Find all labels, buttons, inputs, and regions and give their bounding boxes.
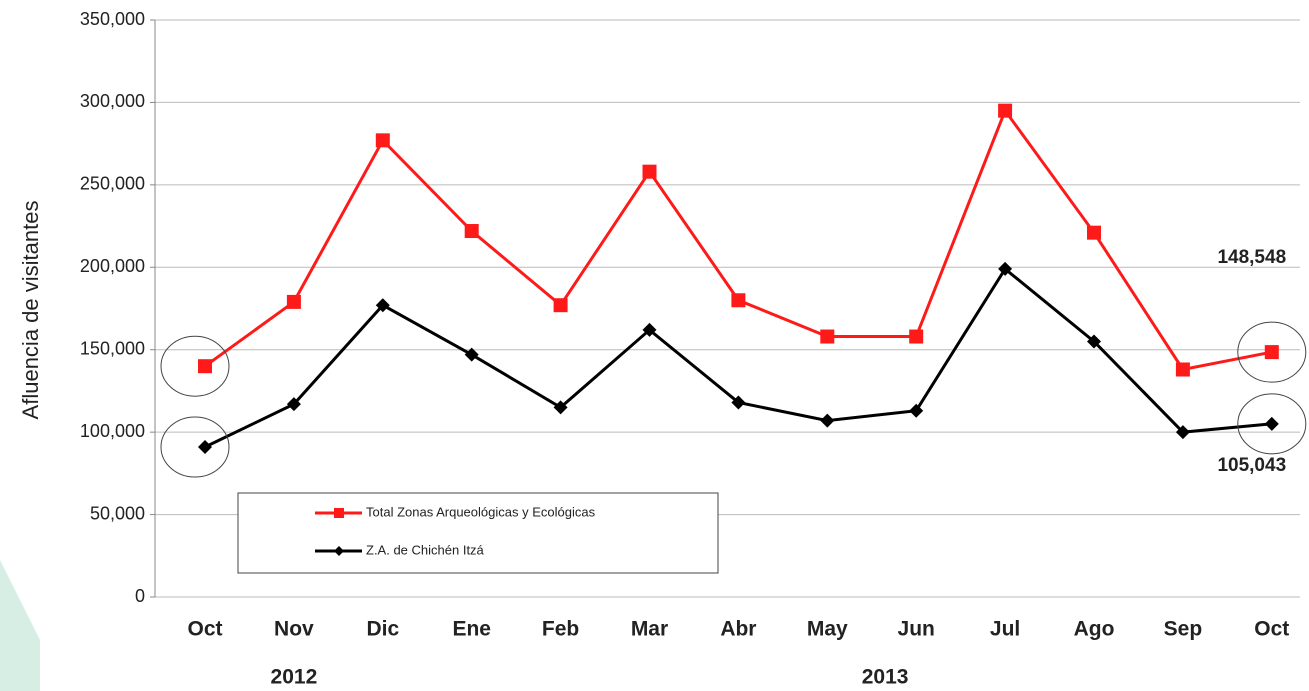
x-group-label: 2012 bbox=[271, 666, 318, 689]
point bbox=[820, 413, 835, 428]
data-label: 105,043 bbox=[1217, 455, 1286, 476]
x-tick-label: Ago bbox=[1074, 618, 1115, 641]
series-line bbox=[204, 107, 1273, 372]
y-tick-label: 50,000 bbox=[90, 503, 145, 523]
y-tick-label: 250,000 bbox=[80, 174, 145, 194]
x-tick-label: Feb bbox=[542, 618, 579, 641]
y-tick-label: 0 bbox=[135, 586, 145, 606]
x-tick-label: Abr bbox=[720, 618, 756, 641]
point bbox=[642, 164, 657, 179]
point bbox=[1175, 425, 1190, 440]
point bbox=[1175, 362, 1190, 377]
highlight-circle bbox=[160, 416, 230, 478]
point bbox=[909, 329, 924, 344]
point bbox=[642, 322, 657, 337]
point bbox=[198, 359, 212, 374]
legend-marker bbox=[334, 508, 344, 518]
point bbox=[731, 395, 746, 410]
point bbox=[464, 224, 479, 239]
highlight-circle bbox=[1237, 321, 1307, 383]
data-label: 148,548 bbox=[1217, 247, 1286, 268]
point bbox=[1087, 225, 1101, 240]
y-tick-label: 200,000 bbox=[80, 256, 145, 276]
legend-label: Total Zonas Arqueológicas y Ecológicas bbox=[366, 504, 596, 519]
point bbox=[286, 294, 301, 309]
point bbox=[375, 298, 390, 313]
decoration bbox=[0, 560, 40, 691]
x-group-label: 2013 bbox=[862, 666, 909, 689]
y-axis-label: Afluencia de visitantes bbox=[18, 201, 43, 420]
point bbox=[909, 403, 924, 418]
highlight-circle bbox=[1237, 393, 1307, 455]
y-tick-label: 350,000 bbox=[80, 9, 145, 29]
point bbox=[553, 400, 568, 415]
x-tick-label: Ene bbox=[452, 618, 491, 641]
x-tick-label: Nov bbox=[274, 618, 314, 641]
x-tick-label: Jun bbox=[898, 618, 935, 641]
legend-marker bbox=[334, 546, 344, 556]
x-tick-label: Oct bbox=[1254, 618, 1289, 641]
legend bbox=[237, 492, 719, 574]
x-tick-label: Sep bbox=[1164, 618, 1203, 641]
point bbox=[375, 133, 390, 148]
y-tick-label: 300,000 bbox=[80, 91, 145, 111]
point bbox=[198, 439, 212, 454]
point bbox=[998, 103, 1013, 118]
y-tick-label: 100,000 bbox=[80, 421, 145, 441]
point bbox=[1264, 345, 1279, 360]
legend-label: Z.A. de Chichén Itzá bbox=[366, 542, 485, 557]
x-tick-label: Oct bbox=[187, 618, 222, 641]
point bbox=[1087, 334, 1101, 349]
x-tick-label: Jul bbox=[990, 618, 1020, 641]
x-tick-label: Dic bbox=[366, 618, 399, 641]
point bbox=[731, 293, 746, 308]
y-tick-label: 150,000 bbox=[80, 338, 145, 358]
point bbox=[464, 347, 479, 362]
point bbox=[1264, 416, 1279, 431]
point bbox=[820, 329, 835, 344]
highlight-circle bbox=[160, 335, 230, 397]
point bbox=[998, 261, 1013, 276]
x-tick-label: Mar bbox=[631, 618, 668, 641]
point bbox=[286, 397, 301, 412]
x-tick-label: May bbox=[807, 618, 848, 641]
point bbox=[553, 298, 568, 313]
